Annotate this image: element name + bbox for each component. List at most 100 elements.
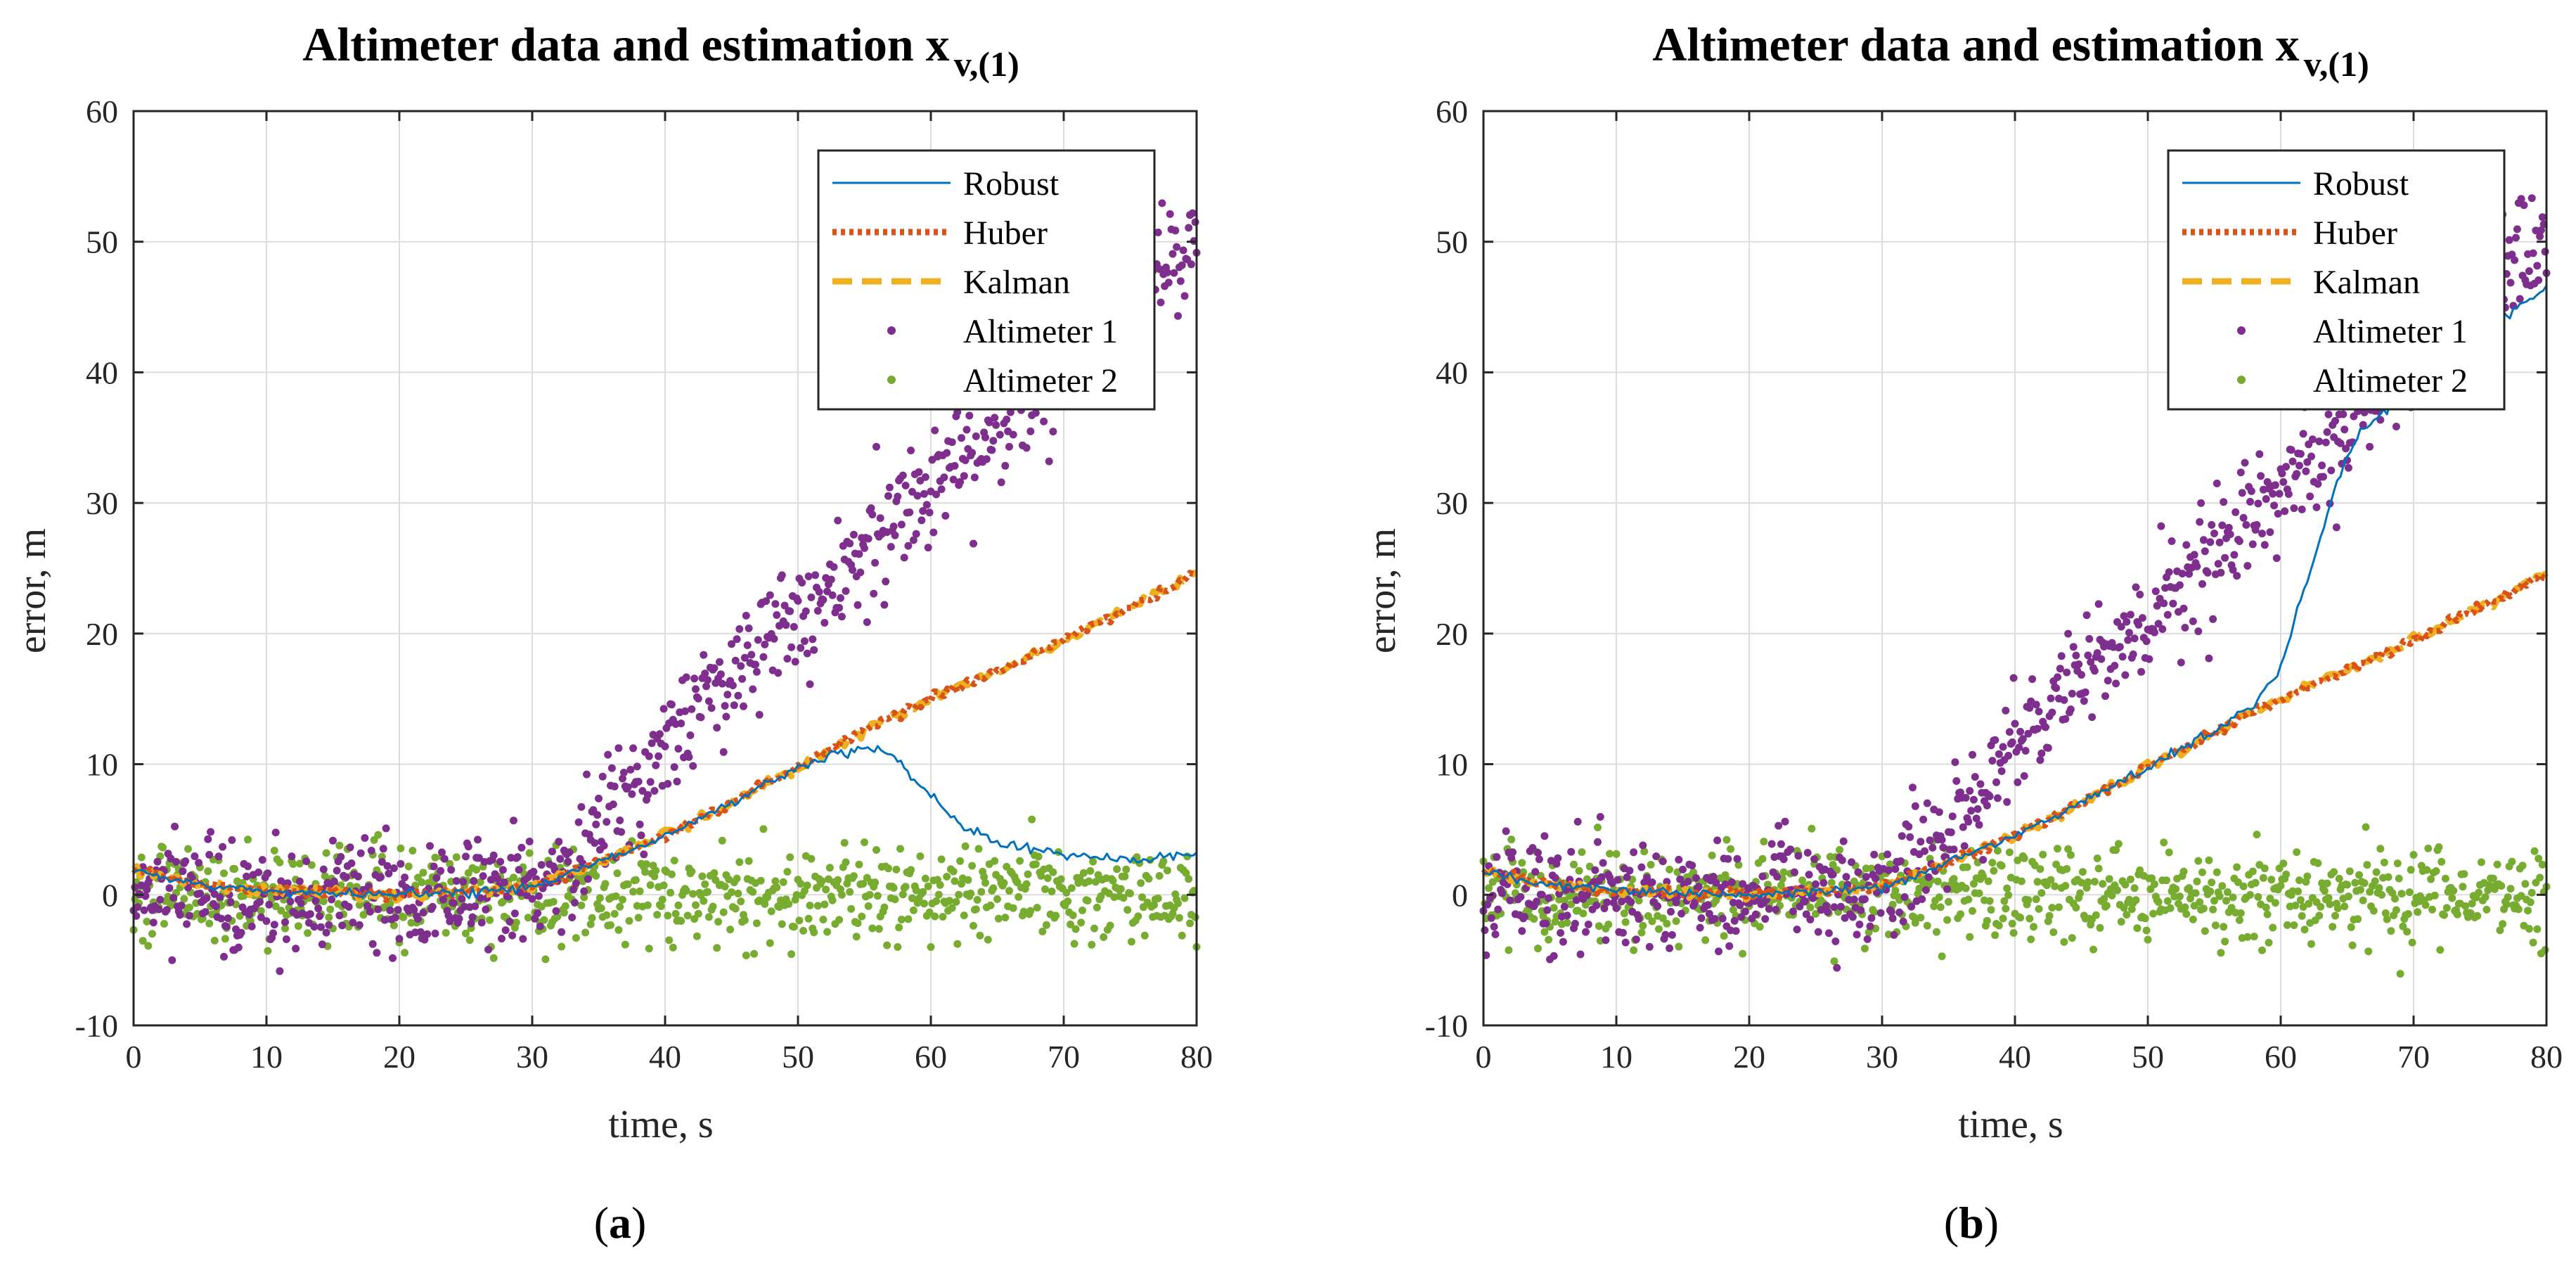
legend-label: Altimeter 2 xyxy=(963,362,1118,399)
data-point xyxy=(614,744,623,753)
data-point xyxy=(1860,945,1869,953)
data-point xyxy=(1178,931,1186,940)
data-point xyxy=(322,928,330,937)
data-point xyxy=(1635,915,1643,923)
data-point xyxy=(981,433,989,442)
data-point xyxy=(2404,910,2412,918)
data-point xyxy=(1985,792,1994,800)
data-point xyxy=(1668,930,1676,939)
data-point xyxy=(2303,458,2312,466)
data-point xyxy=(702,682,711,691)
data-point xyxy=(900,553,908,562)
data-point xyxy=(548,847,556,856)
data-point xyxy=(2340,902,2349,911)
data-point xyxy=(1836,845,1843,854)
data-point xyxy=(2375,884,2383,892)
data-point xyxy=(335,841,344,850)
data-point xyxy=(325,921,333,929)
data-point xyxy=(861,544,868,552)
data-point xyxy=(397,859,405,868)
data-point xyxy=(1164,279,1173,287)
data-point xyxy=(924,882,932,890)
y-tick-label: 60 xyxy=(86,94,118,129)
data-point xyxy=(326,905,335,914)
data-point xyxy=(1645,942,1654,951)
data-point xyxy=(258,856,266,864)
data-point xyxy=(386,906,394,914)
data-point xyxy=(1935,893,1943,902)
data-point xyxy=(1022,444,1031,452)
data-point xyxy=(143,917,151,926)
data-point xyxy=(882,577,890,586)
data-point xyxy=(1909,783,1917,792)
data-point xyxy=(982,455,991,463)
data-point xyxy=(1491,930,1500,938)
data-point xyxy=(1595,922,1603,930)
data-point xyxy=(677,719,685,728)
data-point xyxy=(1091,878,1100,886)
data-point xyxy=(2243,933,2252,941)
data-point xyxy=(144,942,153,950)
data-point xyxy=(2442,904,2451,912)
y-tick-label: -10 xyxy=(1425,1008,1468,1044)
data-point xyxy=(1003,416,1011,423)
data-point xyxy=(2039,850,2047,859)
data-point xyxy=(2209,615,2217,623)
data-point xyxy=(740,916,749,924)
data-point xyxy=(2044,744,2052,752)
data-point xyxy=(2302,467,2310,475)
data-point xyxy=(2293,470,2301,478)
data-point xyxy=(2196,898,2204,907)
data-point xyxy=(2388,889,2397,897)
data-point xyxy=(2226,530,2234,539)
data-point xyxy=(1928,843,1937,852)
data-point xyxy=(410,906,418,914)
data-point xyxy=(472,866,481,874)
data-point xyxy=(962,425,971,434)
data-point xyxy=(1863,935,1872,943)
data-point xyxy=(598,772,607,781)
data-point xyxy=(1964,817,1973,826)
data-point xyxy=(302,857,311,866)
data-point xyxy=(1483,900,1492,909)
data-point xyxy=(629,744,638,753)
data-point xyxy=(818,877,826,885)
data-point xyxy=(137,853,146,862)
data-point xyxy=(892,865,901,873)
data-point xyxy=(1502,827,1510,836)
data-point xyxy=(773,611,781,619)
data-point xyxy=(1798,876,1807,885)
data-point xyxy=(868,511,877,519)
data-point xyxy=(2153,601,2161,610)
data-point xyxy=(347,859,356,867)
data-point xyxy=(1979,872,1988,881)
data-point xyxy=(2149,909,2158,918)
data-point xyxy=(1870,908,1879,916)
data-point xyxy=(1739,949,1747,958)
data-point xyxy=(1550,952,1558,960)
data-point xyxy=(2035,904,2043,913)
data-point xyxy=(2440,911,2448,919)
data-point xyxy=(2002,904,2010,913)
data-point xyxy=(1031,860,1040,869)
data-point xyxy=(1603,898,1611,907)
data-point xyxy=(1983,801,1991,809)
data-point xyxy=(2327,466,2336,475)
data-point xyxy=(2210,897,2218,905)
data-point xyxy=(2235,916,2243,924)
data-point xyxy=(864,535,872,543)
data-point xyxy=(1947,828,1955,836)
data-point xyxy=(766,591,774,599)
data-point xyxy=(1727,878,1736,886)
data-point xyxy=(442,928,450,937)
data-point xyxy=(1814,928,1822,936)
data-point xyxy=(733,874,741,883)
data-point xyxy=(1015,892,1023,901)
data-point xyxy=(798,579,806,587)
data-point xyxy=(282,935,290,943)
data-point xyxy=(2063,865,2071,873)
data-point xyxy=(529,867,538,876)
data-point xyxy=(658,895,666,904)
